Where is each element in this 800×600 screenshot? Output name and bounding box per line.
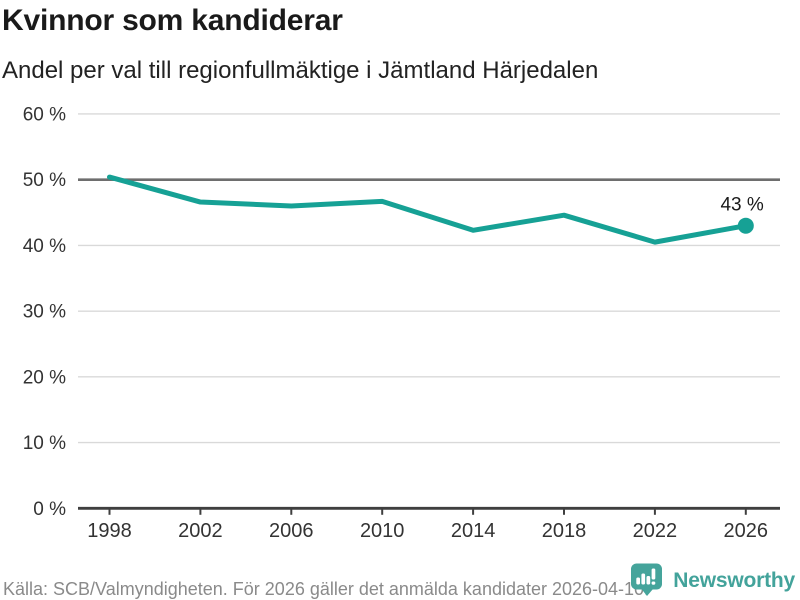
y-tick-label: 30 %	[23, 302, 66, 323]
x-tick-label: 2014	[451, 520, 496, 542]
x-tick-label: 2026	[724, 520, 769, 542]
x-tick-label: 1998	[87, 520, 132, 542]
x-tick-label: 2002	[178, 520, 223, 542]
last-point-marker	[737, 217, 754, 234]
data-line	[107, 174, 749, 245]
x-tick-label: 2010	[360, 520, 405, 542]
source-note: Källa: SCB/Valmyndigheten. För 2026 gäll…	[3, 579, 650, 599]
x-tick-label: 2018	[542, 520, 587, 542]
chart-title: Kvinnor som kandiderar	[2, 4, 343, 37]
x-tick-label: 2006	[269, 520, 314, 542]
y-tick-label: 60 %	[23, 104, 66, 125]
newsworthy-bar-chart-icon	[631, 563, 663, 596]
newsworthy-logo[interactable]: Newsworthy	[630, 562, 795, 597]
y-tick-label: 0 %	[33, 499, 66, 520]
y-tick-label: 50 %	[23, 170, 66, 191]
y-tick-label: 20 %	[23, 367, 66, 388]
y-tick-label: 10 %	[23, 433, 66, 454]
chart-subtitle: Andel per val till regionfullmäktige i J…	[2, 57, 599, 84]
last-point-label: 43 %	[720, 195, 763, 216]
y-tick-label: 40 %	[23, 236, 66, 257]
x-tick-label: 2022	[633, 520, 678, 542]
newsworthy-wordmark: Newsworthy	[673, 569, 795, 592]
